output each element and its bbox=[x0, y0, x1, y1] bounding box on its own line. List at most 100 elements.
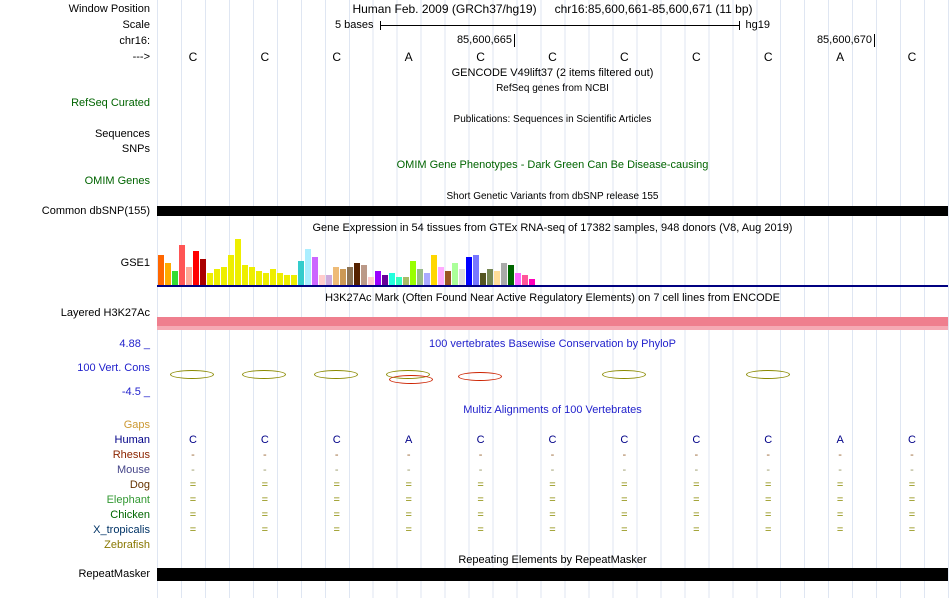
snps-label[interactable]: SNPs bbox=[121, 143, 150, 155]
gtex-bar bbox=[207, 273, 213, 285]
omim-title[interactable]: OMIM Gene Phenotypes - Dark Green Can Be… bbox=[396, 159, 709, 171]
alignment-cell: = bbox=[189, 479, 197, 491]
alignment-row[interactable]: Mouse - - - - - - - - - - - bbox=[0, 463, 950, 478]
species-label[interactable]: Zebrafish bbox=[104, 539, 150, 551]
alignment-cells bbox=[157, 538, 948, 553]
multiz-title-row: Multiz Alignments of 100 Vertebrates bbox=[0, 403, 950, 418]
cons-label[interactable]: 100 Vert. Cons bbox=[77, 362, 150, 374]
gtex-bar bbox=[494, 271, 500, 285]
scale-track: 5 bases hg19 bbox=[157, 18, 948, 33]
repeatmasker-track-bar[interactable] bbox=[157, 568, 948, 581]
gtex-bar bbox=[277, 273, 283, 285]
alignment-cell: = bbox=[261, 479, 269, 491]
species-label[interactable]: Elephant bbox=[106, 494, 150, 506]
alignment-cell: = bbox=[405, 524, 412, 536]
alignment-row[interactable]: Gaps bbox=[0, 418, 950, 433]
alignment-row[interactable]: X_tropicalis = = = = = = = = = = = bbox=[0, 523, 950, 538]
scale-row: Scale 5 bases hg19 bbox=[0, 18, 950, 33]
dbsnp-subtitle[interactable]: Short Genetic Variants from dbSNP releas… bbox=[446, 191, 659, 202]
conservation-peak bbox=[389, 375, 433, 384]
alignment-row[interactable]: Rhesus - - - - - - - - - - - bbox=[0, 448, 950, 463]
alignment-cell: = bbox=[908, 524, 916, 536]
gtex-gene-row: GSE1 bbox=[0, 256, 950, 271]
gencode-title[interactable]: GENCODE V49lift37 (2 items filtered out) bbox=[451, 67, 654, 79]
alignment-cell: C bbox=[188, 434, 197, 446]
alignment-cell: - bbox=[263, 464, 267, 476]
publications-title[interactable]: Publications: Sequences in Scientific Ar… bbox=[453, 114, 652, 125]
gencode-row: GENCODE V49lift37 (2 items filtered out) bbox=[0, 66, 950, 81]
alignment-cell: = bbox=[333, 494, 340, 506]
coordinate-row: chr16: 85,600,665 85,600,670 bbox=[0, 34, 950, 49]
alignment-cell: = bbox=[764, 509, 772, 521]
gtex-bar bbox=[284, 275, 290, 285]
refseq-curated-label[interactable]: RefSeq Curated bbox=[71, 97, 150, 109]
h3k27ac-track-bar[interactable] bbox=[157, 317, 948, 330]
gtex-bar bbox=[333, 267, 339, 285]
gtex-bar bbox=[375, 271, 381, 285]
h3k27ac-title[interactable]: H3K27Ac Mark (Often Found Near Active Re… bbox=[325, 292, 780, 304]
gtex-bar bbox=[417, 269, 423, 285]
multiz-title[interactable]: Multiz Alignments of 100 Vertebrates bbox=[463, 404, 642, 416]
dbsnp-label[interactable]: Common dbSNP(155) bbox=[41, 205, 150, 217]
species-label[interactable]: Rhesus bbox=[112, 449, 150, 461]
h3k27ac-label[interactable]: Layered H3K27Ac bbox=[60, 307, 150, 319]
alignment-cell: - bbox=[910, 449, 914, 461]
gtex-title[interactable]: Gene Expression in 54 tissues from GTEx … bbox=[312, 222, 793, 234]
omim-label-row: OMIM Genes bbox=[0, 174, 950, 189]
alignment-cells: = = = = = = = = = = = bbox=[157, 478, 948, 493]
species-label[interactable]: Human bbox=[114, 434, 150, 446]
alignment-row[interactable]: Dog = = = = = = = = = = = bbox=[0, 478, 950, 493]
alignment-cell: = bbox=[764, 494, 772, 506]
species-label[interactable]: X_tropicalis bbox=[93, 524, 150, 536]
alignment-row[interactable]: Chicken = = = = = = = = = = = bbox=[0, 508, 950, 523]
gtex-bar bbox=[179, 245, 185, 285]
gtex-bar bbox=[242, 265, 248, 285]
species-label[interactable]: Dog bbox=[129, 479, 150, 491]
repeatmasker-title[interactable]: Repeating Elements by RepeatMasker bbox=[458, 554, 647, 566]
alignment-row[interactable]: Elephant = = = = = = = = = = = bbox=[0, 493, 950, 508]
gtex-bar bbox=[445, 271, 451, 285]
alignment-cell: = bbox=[836, 494, 844, 506]
coordinate-track: 85,600,665 85,600,670 bbox=[157, 34, 948, 49]
gtex-bar bbox=[382, 275, 388, 285]
alignment-cells: = = = = = = = = = = = bbox=[157, 493, 948, 508]
phylop-title[interactable]: 100 vertebrates Basewise Conservation by… bbox=[428, 338, 677, 350]
alignment-cell: - bbox=[910, 464, 914, 476]
alignment-cell: - bbox=[334, 449, 339, 461]
species-label[interactable]: Mouse bbox=[116, 464, 150, 476]
gtex-gene-label[interactable]: GSE1 bbox=[120, 257, 150, 269]
repeatmasker-title-row: Repeating Elements by RepeatMasker bbox=[0, 553, 950, 568]
coord-right: 85,600,670 bbox=[677, 34, 875, 47]
gtex-bar bbox=[361, 265, 367, 285]
alignment-cell: C bbox=[476, 434, 485, 446]
species-label[interactable]: Gaps bbox=[123, 419, 150, 431]
refseq-subtitle[interactable]: RefSeq genes from NCBI bbox=[496, 83, 609, 94]
alignment-cell: A bbox=[836, 434, 844, 446]
conservation-track[interactable] bbox=[157, 353, 948, 399]
gtex-gene-model-line[interactable] bbox=[157, 285, 948, 287]
phylop-title-row: 4.88 _ 100 vertebrates Basewise Conserva… bbox=[0, 337, 950, 352]
omim-genes-label[interactable]: OMIM Genes bbox=[84, 175, 150, 187]
repeatmasker-label[interactable]: RepeatMasker bbox=[78, 568, 150, 580]
alignment-cell: C bbox=[692, 434, 701, 446]
alignment-row[interactable]: Zebrafish bbox=[0, 538, 950, 553]
coord-left: 85,600,665 bbox=[317, 34, 515, 47]
alignment-cells: ----------- bbox=[157, 463, 948, 478]
alignment-cell: = bbox=[405, 479, 412, 491]
gtex-bar bbox=[340, 269, 346, 285]
scale-label: Scale bbox=[122, 19, 150, 31]
dbsnp-track-bar[interactable] bbox=[157, 206, 948, 216]
alignment-cell: - bbox=[694, 449, 699, 461]
conservation-peak bbox=[170, 370, 214, 379]
species-label[interactable]: Chicken bbox=[110, 509, 150, 521]
gtex-bar-chart[interactable] bbox=[158, 237, 949, 285]
gtex-bar bbox=[515, 273, 521, 285]
sequences-label[interactable]: Sequences bbox=[94, 128, 150, 140]
gtex-bar bbox=[298, 261, 304, 285]
gtex-bar bbox=[473, 255, 479, 285]
gtex-bar bbox=[228, 255, 234, 285]
multiz-alignment-track[interactable]: Gaps Human C C C A C C C C C A C Rhesus - - - - - - - - - -… bbox=[0, 418, 950, 553]
alignment-row[interactable]: Human C C C A C C C C C A C bbox=[0, 433, 950, 448]
base-letter: C bbox=[188, 50, 198, 64]
